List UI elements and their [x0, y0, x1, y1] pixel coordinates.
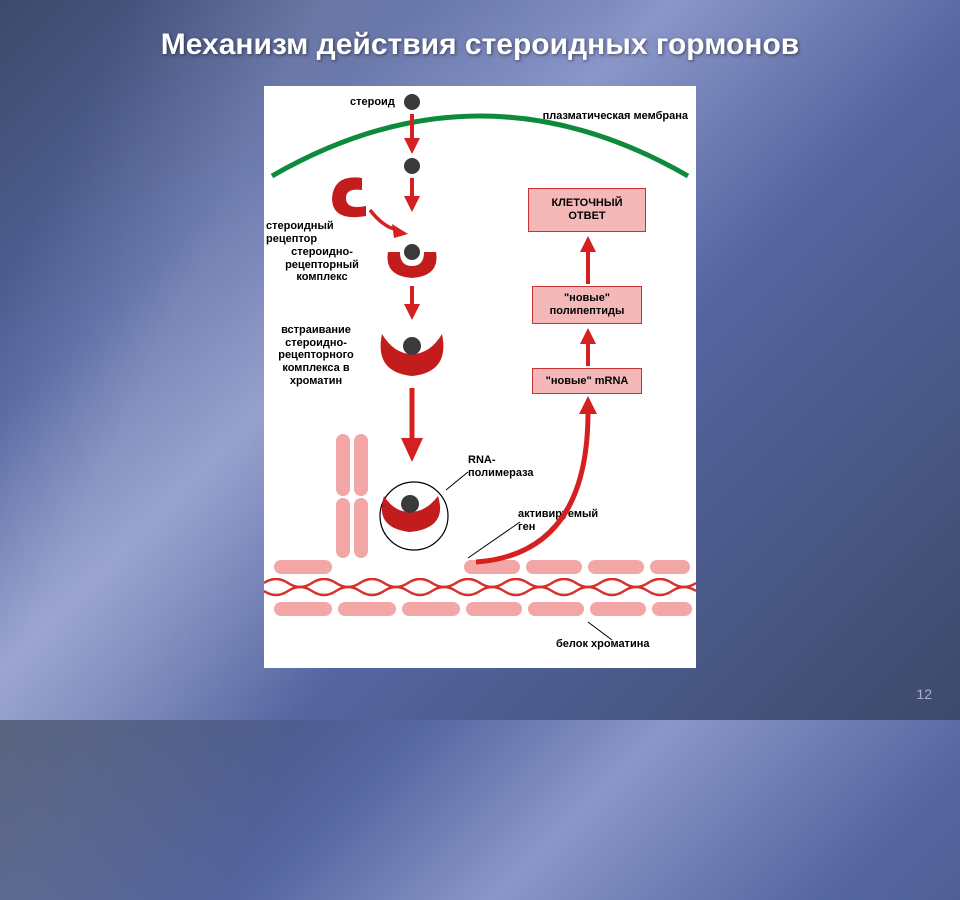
- dna-helix-icon: [264, 578, 696, 598]
- rna-polymerase-icon: [356, 460, 476, 560]
- arrow-3-icon: [400, 284, 424, 322]
- slide-title: Механизм действия стероидных гормонов: [0, 28, 960, 62]
- label-complex: стероидно- рецепторный комплекс: [280, 246, 364, 284]
- arrow-curved-up-icon: [464, 394, 614, 574]
- arrow-1-icon: [400, 112, 424, 156]
- arrow-2-icon: [400, 176, 424, 214]
- box-new-polypeptides: "новые" полипептиды: [532, 286, 642, 324]
- arrow-4-icon: [398, 386, 426, 464]
- arrow-up-2-icon: [576, 326, 600, 368]
- arrow-up-1-icon: [576, 234, 600, 286]
- box-cell-response: КЛЕТОЧНЫЙ ОТВЕТ: [528, 188, 646, 232]
- steroid-outside-icon: [402, 92, 422, 112]
- embedded-complex-icon: [372, 324, 452, 386]
- diagram-panel: стероид плазматическая мембрана стероидн…: [264, 86, 696, 668]
- label-receptor: стероидный рецептор: [266, 220, 354, 245]
- box-new-mrna: "новые" mRNA: [532, 368, 642, 394]
- complex-icon: [380, 234, 444, 284]
- page-number: 12: [916, 686, 932, 702]
- chromatin-pointer-icon: [584, 620, 624, 644]
- label-insertion: встраивание стероидно- рецепторного комп…: [270, 324, 362, 387]
- steroid-inside-icon: [402, 156, 422, 176]
